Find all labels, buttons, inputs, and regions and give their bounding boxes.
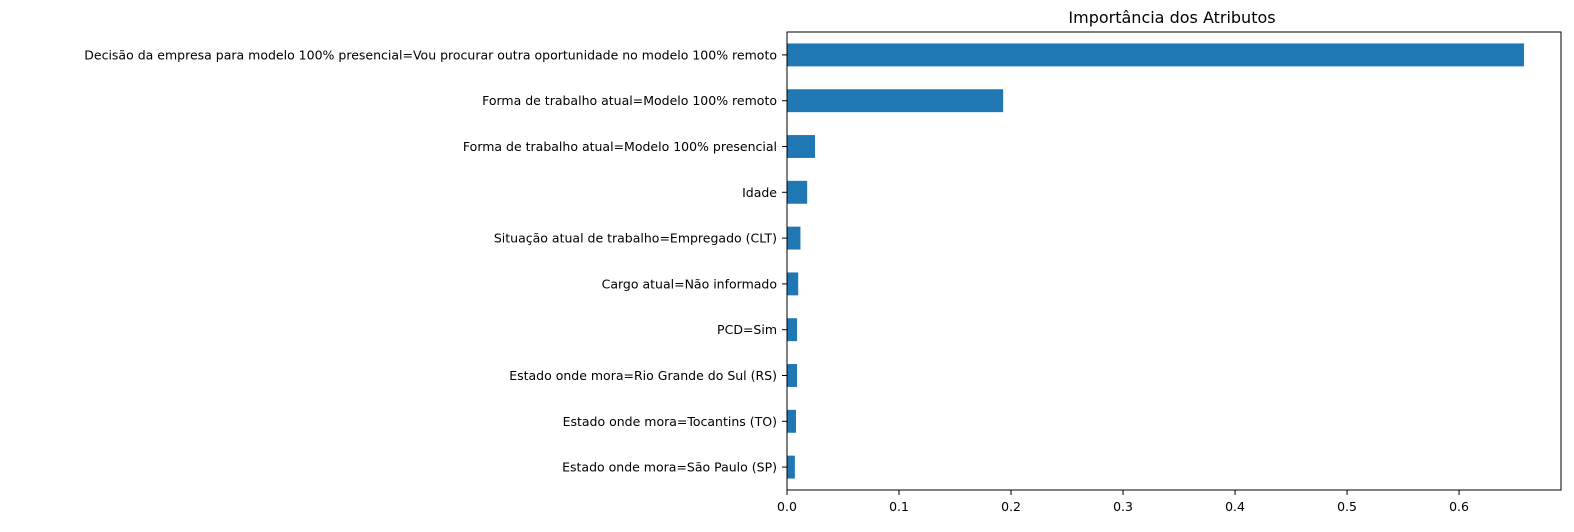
category-label: Idade — [742, 185, 777, 200]
x-tick-label: 0.4 — [1225, 499, 1245, 514]
category-label: Cargo atual=Não informado — [602, 276, 777, 291]
bar — [787, 455, 795, 479]
bar — [787, 409, 796, 433]
x-tick-label: 0.3 — [1113, 499, 1133, 514]
category-label: Estado onde mora=Tocantins (TO) — [563, 414, 777, 429]
bar — [787, 318, 798, 342]
x-tick-label: 0.5 — [1337, 499, 1357, 514]
bar — [787, 226, 801, 250]
category-label: Forma de trabalho atual=Modelo 100% remo… — [482, 93, 777, 108]
bar — [787, 364, 798, 387]
category-labels-layer: Decisão da empresa para modelo 100% pres… — [84, 47, 787, 475]
x-tick-label: 0.0 — [777, 499, 797, 514]
bar — [787, 272, 799, 296]
bar — [787, 180, 808, 204]
category-label: Forma de trabalho atual=Modelo 100% pres… — [463, 139, 777, 154]
x-tick-label: 0.2 — [1001, 499, 1021, 514]
category-label: Situação atual de trabalho=Empregado (CL… — [494, 231, 777, 246]
category-label: PCD=Sim — [717, 322, 777, 337]
x-tick-label: 0.6 — [1449, 499, 1469, 514]
x-tick-label: 0.1 — [889, 499, 909, 514]
category-label: Estado onde mora=Rio Grande do Sul (RS) — [509, 368, 777, 383]
bar — [787, 135, 816, 158]
chart-title: Importância dos Atributos — [1068, 8, 1275, 27]
category-label: Estado onde mora=São Paulo (SP) — [562, 460, 777, 475]
bar — [787, 43, 1525, 67]
plot-frame — [786, 31, 1562, 491]
bar — [787, 89, 1004, 113]
bars-layer — [787, 43, 1525, 479]
category-label: Decisão da empresa para modelo 100% pres… — [84, 47, 777, 62]
x-ticks-layer: 0.0 0.1 0.2 0.3 0.4 0.5 0.6 — [777, 490, 1469, 514]
